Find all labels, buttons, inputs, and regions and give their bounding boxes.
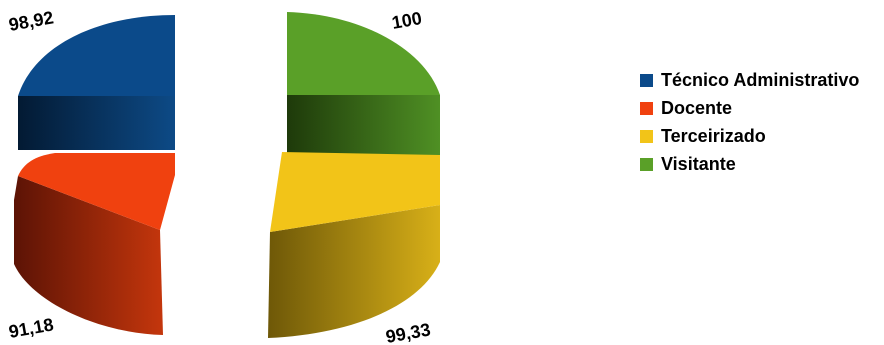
legend-swatch xyxy=(640,73,653,87)
legend-item-visitante: Visitante xyxy=(640,150,859,178)
slice-tecnico-administrativo xyxy=(18,15,175,150)
slice-docente-top xyxy=(18,153,175,230)
legend-label: Visitante xyxy=(661,153,736,174)
legend-label: Docente xyxy=(661,97,733,118)
legend-label: Terceirizado xyxy=(661,125,766,146)
legend-swatch xyxy=(640,101,653,115)
slice-tecnico-administrativo-top xyxy=(18,15,175,96)
slice-docente-side xyxy=(14,176,163,335)
legend-item-docente: Docente xyxy=(640,94,859,122)
slice-terceirizado xyxy=(268,152,440,338)
slice-docente xyxy=(14,153,175,335)
slice-tecnico-administrativo-side xyxy=(18,96,175,150)
legend-item-terceirizado: Terceirizado xyxy=(640,122,859,150)
legend-swatch xyxy=(640,157,653,171)
pie-chart: 98,92 91,18 99,33 100 xyxy=(7,7,440,345)
legend: Técnico Administrativo Docente Terceiriz… xyxy=(640,66,859,178)
slice-terceirizado-side xyxy=(268,205,440,338)
legend-item-tecnico-administrativo: Técnico Administrativo xyxy=(640,66,859,94)
legend-label: Técnico Administrativo xyxy=(661,69,860,90)
data-label-terceirizado: 99,33 xyxy=(384,319,432,345)
data-label-visitante: 100 xyxy=(390,8,423,33)
slice-terceirizado-top xyxy=(270,152,440,232)
data-label-tecnico-administrativo: 98,92 xyxy=(7,7,55,35)
legend-swatch xyxy=(640,129,653,143)
slice-visitante-top xyxy=(287,12,440,95)
data-label-docente: 91,18 xyxy=(7,314,55,342)
